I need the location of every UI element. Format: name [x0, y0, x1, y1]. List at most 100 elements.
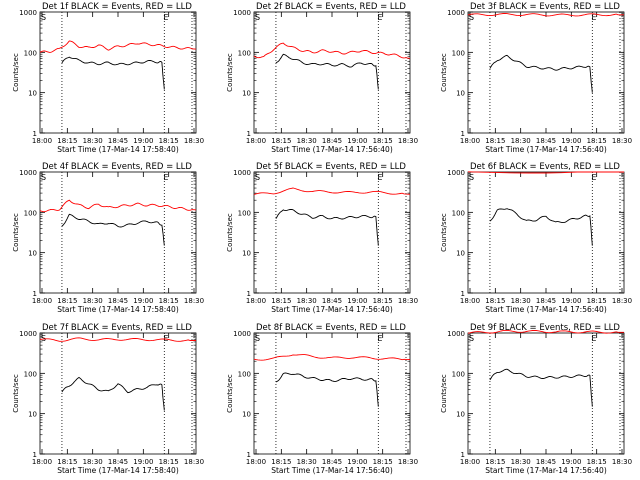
plot-frame [253, 332, 411, 455]
start-marker-label: S [41, 334, 46, 343]
chart-title: Det 2f BLACK = Events, RED = LLD [256, 2, 406, 12]
chart-title: Det 5f BLACK = Events, RED = LLD [256, 162, 406, 172]
x-tick-label: 18:15 [485, 137, 505, 145]
y-tick-label: 10 [242, 250, 251, 258]
y-tick-label: 1000 [19, 9, 37, 17]
chart-panel-2: Det 2f BLACK = Events, RED = LLD 1 10 100 10… [226, 2, 418, 154]
x-tick-label: 18:45 [108, 137, 128, 145]
y-tick-label: 10 [28, 90, 37, 98]
y-tick-label: 10 [456, 90, 465, 98]
y-tick-label: 100 [452, 370, 465, 378]
x-tick-label: 18:30 [398, 458, 418, 466]
chart-panel-9: Det 9f BLACK = Events, RED = LLD 1 10 100 10… [440, 323, 632, 475]
series-line-lld [467, 13, 624, 17]
x-tick-label: 18:30 [511, 137, 531, 145]
end-marker-label: E [591, 173, 596, 182]
series-line-events [61, 376, 165, 411]
x-tick-label: 18:15 [271, 458, 291, 466]
x-tick-label: 18:15 [587, 137, 607, 145]
end-marker-label: E [163, 173, 168, 182]
y-tick-label: 1 [247, 451, 251, 459]
y-tick-label: 1000 [19, 330, 37, 338]
end-marker-label: E [163, 13, 168, 22]
x-tick-label: 18:30 [398, 137, 418, 145]
end-marker-label: E [163, 334, 168, 343]
chart-panel-4: Det 4f BLACK = Events, RED = LLD 1 10 100 10… [12, 162, 204, 314]
start-marker-label: S [41, 13, 46, 22]
x-axis-label: Start Time (17-Mar-14 17:58:40) [57, 305, 179, 314]
x-tick-label: 19:00 [347, 458, 367, 466]
y-tick-label: 100 [452, 209, 465, 217]
series-line-events [275, 372, 379, 407]
x-tick-label: 18:15 [159, 458, 179, 466]
x-axis-label: Start Time (17-Mar-14 17:56:40) [271, 466, 393, 475]
y-tick-label: 1000 [447, 169, 465, 177]
x-tick-label: 18:15 [587, 297, 607, 305]
x-tick-label: 18:15 [159, 137, 179, 145]
y-tick-label: 1 [247, 130, 251, 138]
y-axis-label: Counts/sec [12, 53, 20, 92]
y-tick-label: 10 [28, 250, 37, 258]
plot-frame [39, 11, 197, 134]
x-tick-label: 18:00 [246, 458, 266, 466]
x-axis-label: Start Time (17-Mar-14 17:58:40) [57, 145, 179, 154]
start-marker-label: S [255, 13, 260, 22]
x-tick-label: 18:15 [373, 137, 393, 145]
y-tick-label: 1 [33, 130, 37, 138]
chart-title: Det 3f BLACK = Events, RED = LLD [470, 2, 620, 12]
y-tick-label: 1000 [447, 9, 465, 17]
series-line-lld [39, 40, 196, 53]
end-marker-label: E [377, 173, 382, 182]
x-tick-label: 18:30 [511, 458, 531, 466]
x-tick-label: 18:15 [57, 458, 77, 466]
y-tick-label: 100 [238, 370, 251, 378]
start-marker-label: S [255, 334, 260, 343]
x-axis-label: Start Time (17-Mar-14 17:56:40) [485, 466, 607, 475]
y-tick-label: 1 [461, 290, 465, 298]
y-tick-label: 100 [24, 370, 37, 378]
y-tick-label: 1000 [233, 9, 251, 17]
x-tick-label: 18:45 [322, 458, 342, 466]
y-tick-label: 10 [456, 250, 465, 258]
x-tick-label: 18:30 [511, 297, 531, 305]
y-axis-label: Counts/sec [12, 213, 20, 252]
y-tick-label: 100 [24, 209, 37, 217]
x-tick-label: 19:00 [561, 137, 581, 145]
x-tick-label: 18:30 [83, 458, 103, 466]
x-tick-label: 18:30 [83, 297, 103, 305]
x-tick-label: 18:00 [32, 297, 52, 305]
plot-frame [39, 332, 197, 455]
start-marker-label: S [469, 334, 474, 343]
end-marker-label: E [591, 13, 596, 22]
x-axis-label: Start Time (17-Mar-14 17:56:40) [271, 145, 393, 154]
start-marker-label: S [469, 173, 474, 182]
y-axis-label: Counts/sec [440, 374, 448, 413]
x-tick-label: 18:45 [536, 137, 556, 145]
x-tick-label: 18:00 [460, 297, 480, 305]
plot-frame [467, 171, 625, 294]
y-tick-label: 100 [238, 209, 251, 217]
chart-panel-1: Det 1f BLACK = Events, RED = LLD 1 10 100 10… [12, 2, 204, 154]
chart-title: Det 4f BLACK = Events, RED = LLD [42, 162, 192, 172]
y-axis-label: Counts/sec [440, 53, 448, 92]
series-line-lld [467, 171, 624, 174]
x-tick-label: 18:30 [297, 137, 317, 145]
plot-frame [39, 171, 197, 294]
x-axis-label: Start Time (17-Mar-14 17:56:40) [271, 305, 393, 314]
y-tick-label: 10 [242, 411, 251, 419]
x-tick-label: 18:15 [271, 297, 291, 305]
x-tick-label: 18:45 [108, 297, 128, 305]
series-line-lld [39, 199, 197, 213]
y-axis-label: Counts/sec [12, 374, 20, 413]
series-line-events [489, 54, 593, 93]
x-tick-label: 18:45 [322, 137, 342, 145]
series-line-lld [253, 187, 411, 195]
chart-title: Det 1f BLACK = Events, RED = LLD [42, 2, 192, 12]
x-tick-label: 18:30 [184, 458, 204, 466]
start-marker-label: S [41, 173, 46, 182]
x-axis-label: Start Time (17-Mar-14 17:58:40) [57, 466, 179, 475]
end-marker-label: E [591, 334, 596, 343]
x-tick-label: 18:30 [184, 137, 204, 145]
plot-frame [467, 332, 625, 455]
